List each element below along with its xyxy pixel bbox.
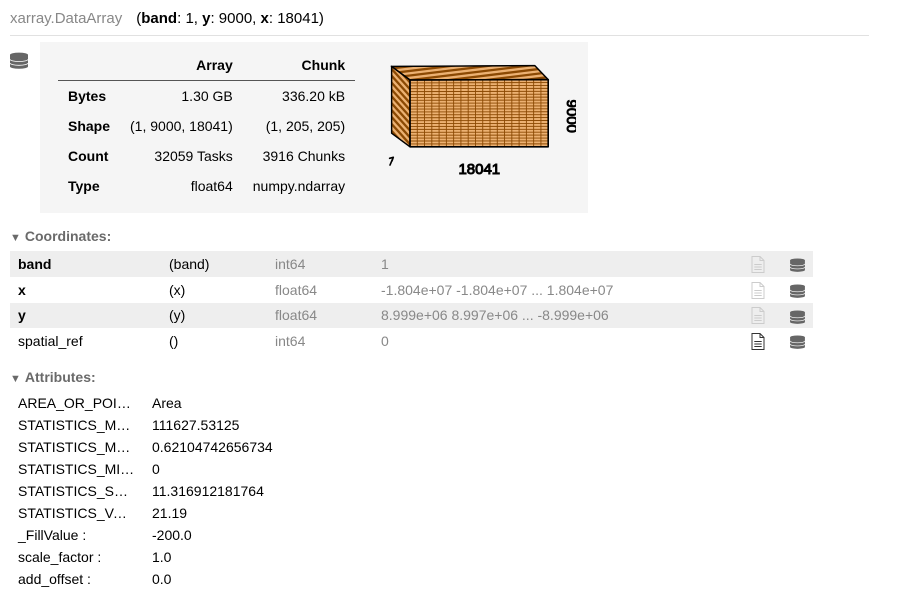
svg-text:9000: 9000: [563, 100, 576, 133]
svg-text:18041: 18041: [459, 161, 501, 178]
